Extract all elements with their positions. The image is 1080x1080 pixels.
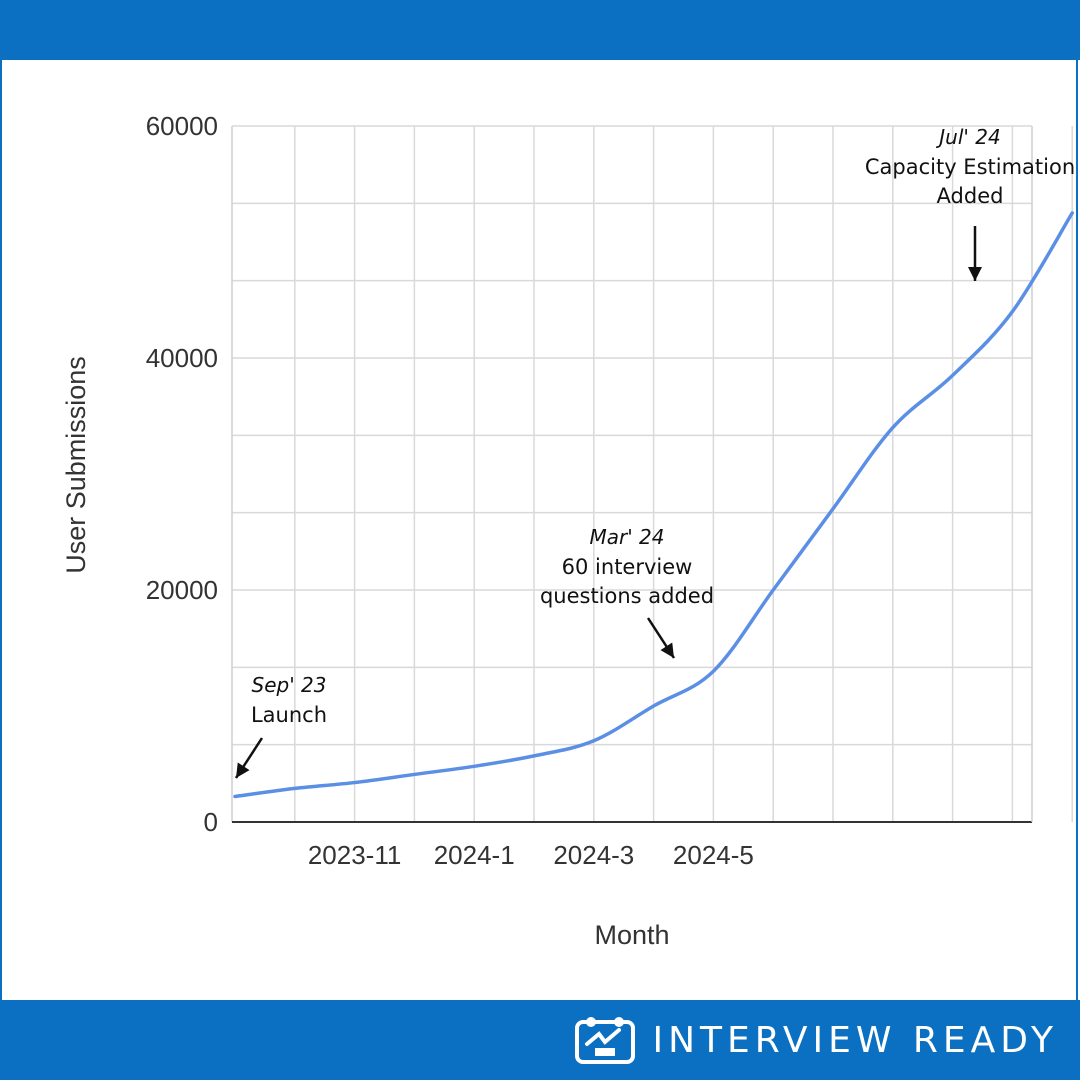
- x-tick-label: 2024-3: [553, 840, 634, 870]
- annotation-arrowhead: [236, 762, 250, 778]
- frame-border: [0, 60, 1078, 1000]
- annotation-date: Mar' 24: [589, 525, 664, 549]
- x-tick-labels: 2023-11 2024-1 2024-3 2024-5: [308, 840, 754, 870]
- x-axis-title: Month: [594, 920, 669, 950]
- interview-ready-logo-icon: [574, 1017, 635, 1064]
- x-tick-label: 2024-1: [434, 840, 515, 870]
- annotation-date: Jul' 24: [935, 125, 1000, 149]
- y-tick-label: 40000: [146, 343, 218, 373]
- annotation: Jul' 24 Capacity Estimation Added: [865, 125, 1075, 281]
- bottom-band: [0, 1000, 1080, 1080]
- line-chart: 0 20000 40000 60000 2023-11 2024-1 2024-3 2024…: [61, 111, 1075, 950]
- annotation-arrowhead: [968, 267, 982, 281]
- y-axis-title: User Submissions: [61, 356, 91, 574]
- annotation-label: questions added: [540, 584, 714, 608]
- x-tick-label: 2024-5: [673, 840, 754, 870]
- x-tick-label: 2023-11: [308, 840, 402, 870]
- top-band: [0, 0, 1080, 60]
- y-tick-label: 60000: [146, 111, 218, 141]
- annotation-arrowhead: [660, 642, 674, 658]
- brand: INTERVIEW READY: [574, 1015, 1059, 1065]
- annotation-label: 60 interview: [562, 555, 693, 579]
- annotation-label: Added: [937, 184, 1004, 208]
- annotation-label: Launch: [251, 703, 327, 727]
- annotation-label: Capacity Estimation: [865, 155, 1075, 179]
- annotation-date: Sep' 23: [252, 673, 327, 697]
- y-tick-labels: 0 20000 40000 60000: [146, 111, 218, 837]
- axes: [231, 126, 1033, 823]
- grid: [232, 125, 1073, 823]
- annotations: Sep' 23 Launch Mar' 24 60 interview question…: [234, 125, 1075, 779]
- annotation: Mar' 24 60 interview questions added: [540, 525, 714, 659]
- y-tick-label: 0: [204, 807, 218, 837]
- annotation: Sep' 23 Launch: [234, 673, 327, 779]
- brand-name: INTERVIEW READY: [652, 1019, 1058, 1061]
- series-line: [233, 211, 1074, 799]
- y-tick-label: 20000: [146, 575, 218, 605]
